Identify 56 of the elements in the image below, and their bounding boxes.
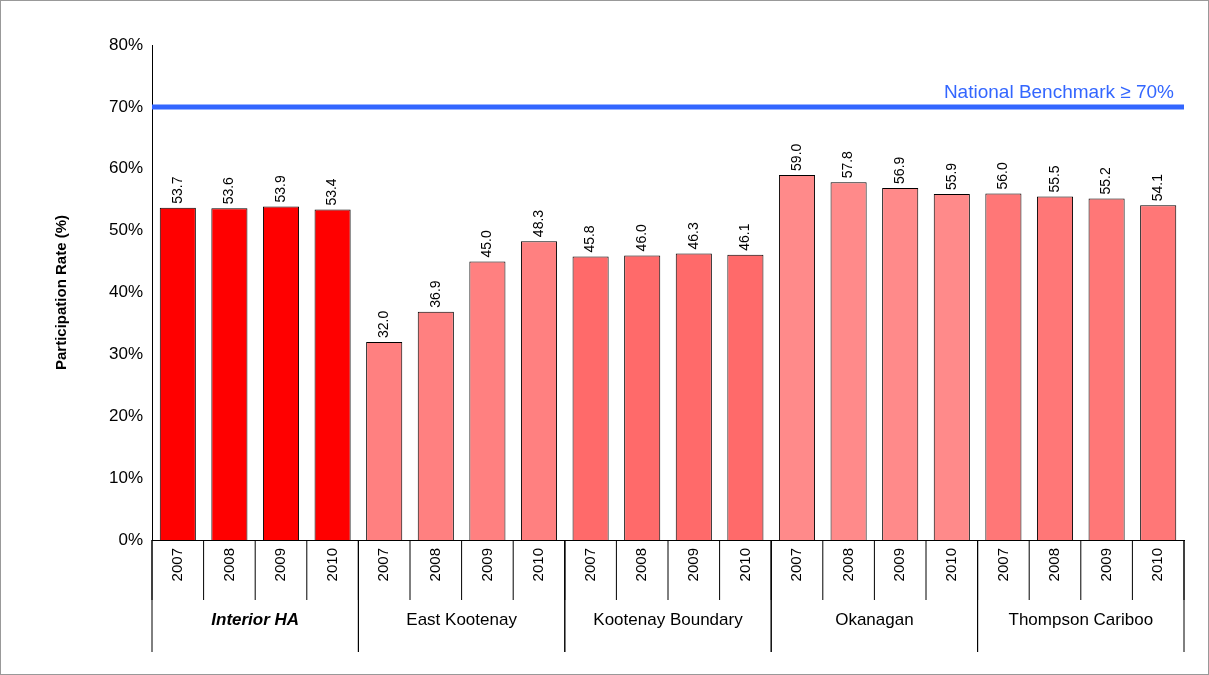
text: Okanagan — [835, 610, 914, 630]
x-tick-label: 2007 — [787, 548, 805, 582]
ref-line-label: National Benchmark ≥ 70% — [943, 80, 1175, 102]
x-tick-label: 2009 — [890, 548, 908, 582]
x-tick-label: 2008 — [219, 548, 237, 582]
data-label: 46.3 — [684, 222, 701, 250]
y-tick-label: 30% — [108, 344, 143, 364]
data-label: 53.4 — [323, 178, 340, 206]
x-tick-label: 2008 — [838, 548, 856, 582]
x-tick-label: 2010 — [735, 548, 753, 582]
x-tick-label: 2010 — [322, 548, 340, 582]
x-tick-label: 2009 — [1096, 548, 1114, 582]
text: Kootenay Boundary — [593, 610, 744, 630]
y-tick-label: 40% — [108, 282, 143, 302]
y-tick-label: 60% — [108, 158, 143, 178]
x-tick-label: 2009 — [271, 548, 289, 582]
data-label: 55.9 — [942, 162, 959, 191]
data-label: 48.3 — [529, 209, 546, 238]
data-label: 54.1 — [1149, 173, 1166, 202]
x-tick-label: 2008 — [425, 548, 443, 582]
data-label: 56.9 — [891, 156, 908, 184]
y-axis-title: Participation Rate (%) — [52, 214, 70, 371]
y-tick-label: 70% — [108, 96, 143, 116]
y-tick-label: 20% — [108, 405, 143, 425]
y-tick-label: 0% — [118, 529, 143, 549]
data-label: 36.9 — [426, 280, 443, 308]
data-label: 46.0 — [633, 223, 650, 252]
data-label: 53.9 — [271, 175, 288, 203]
data-label: 57.8 — [839, 150, 856, 179]
data-label: 56.0 — [994, 162, 1011, 190]
x-tick-label: 2007 — [374, 548, 392, 582]
x-tick-label: 2010 — [941, 548, 959, 582]
data-label: 45.0 — [478, 230, 495, 258]
x-tick-label: 2007 — [580, 548, 598, 582]
y-tick-label: 10% — [108, 467, 143, 487]
text: Thompson Cariboo — [1008, 610, 1154, 630]
x-tick-label: 2009 — [683, 548, 701, 582]
data-label: 55.5 — [1045, 165, 1062, 193]
data-label: 53.6 — [220, 176, 237, 205]
data-label: 46.1 — [736, 223, 753, 251]
text: East Kootenay — [406, 610, 518, 630]
x-tick-label: 2010 — [1148, 548, 1166, 582]
x-tick-label: 2007 — [167, 548, 185, 582]
x-tick-label: 2008 — [632, 548, 650, 582]
x-tick-label: 2009 — [477, 548, 495, 582]
data-label: 59.0 — [787, 143, 804, 171]
text: Interior HA — [211, 610, 300, 630]
x-tick-label: 2010 — [529, 548, 547, 582]
y-tick-label: 50% — [108, 220, 143, 240]
data-label: 53.7 — [168, 176, 185, 204]
data-label: 55.2 — [1097, 166, 1114, 195]
data-label: 32.0 — [375, 310, 392, 338]
x-tick-label: 2008 — [1045, 548, 1063, 582]
y-tick-label: 80% — [108, 34, 143, 54]
x-tick-label: 2007 — [993, 548, 1011, 582]
data-label: 45.8 — [581, 225, 598, 253]
